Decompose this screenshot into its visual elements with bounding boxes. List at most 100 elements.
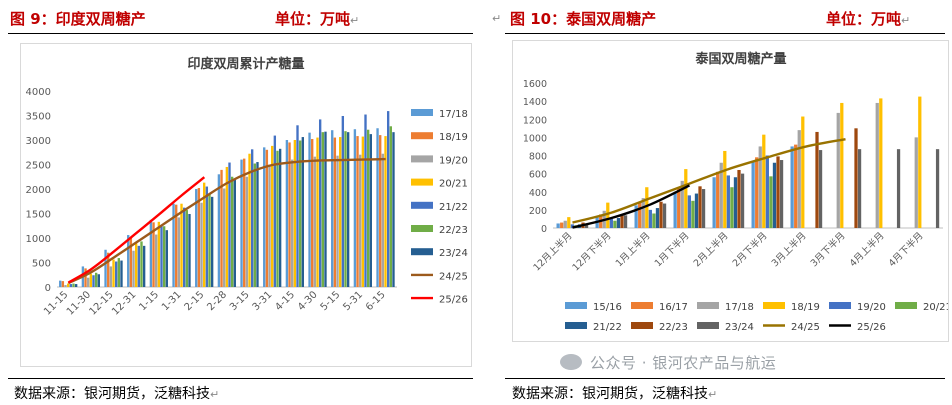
legend-swatch (411, 178, 433, 186)
bar-17-18 (797, 130, 801, 228)
bar-15-16 (790, 146, 794, 228)
y-tick-label: 800 (529, 152, 547, 163)
bar-17-18 (308, 132, 311, 287)
x-tick-label: 4-30 (296, 289, 320, 313)
x-tick-label: 5-15 (319, 289, 343, 313)
right-title-rule (505, 33, 945, 34)
bar-19-20 (177, 217, 181, 287)
bar-17-18 (217, 174, 221, 287)
bar-18-19 (379, 135, 382, 287)
legend-swatch (565, 322, 587, 329)
x-tick-label: 3月上半月 (769, 230, 809, 270)
legend-label: 20/21 (439, 179, 468, 190)
bar-15-16 (751, 161, 755, 228)
bar-23-24 (301, 137, 304, 287)
bar-20-21 (225, 166, 229, 287)
bar-16-17 (638, 201, 642, 228)
bar-18-19 (567, 217, 571, 228)
bar-23-24 (662, 203, 667, 228)
bar-20-21 (293, 140, 297, 287)
y-tick-label: 1000 (26, 234, 51, 245)
legend-label: 16/17 (659, 302, 688, 313)
bar-21-22 (205, 186, 209, 287)
y-tick-label: 1500 (26, 210, 51, 221)
bar-23-24 (896, 149, 901, 228)
bar-21-22 (772, 162, 777, 228)
y-tick-label: 400 (529, 188, 547, 199)
right-watermark: 公众号 · 银河农产品与航运 (560, 352, 776, 373)
bar-21-22 (318, 119, 322, 287)
bar-20-21 (180, 203, 183, 287)
legend-label: 20/21 (923, 302, 948, 313)
bar-17-18 (59, 280, 62, 287)
bar-18-19 (356, 136, 359, 287)
bar-17-18 (914, 137, 918, 228)
bar-22-23 (344, 131, 347, 287)
x-tick-label: 1月上半月 (613, 230, 653, 270)
legend-label: 21/22 (593, 322, 622, 333)
bar-22-23 (185, 210, 189, 287)
bar-23-24 (74, 284, 78, 287)
bar-15-16 (712, 177, 716, 228)
legend-swatch (411, 155, 433, 163)
legend-label: 25/26 (439, 295, 468, 306)
bar-23-24 (120, 260, 123, 287)
legend-label: 18/19 (439, 132, 468, 143)
x-tick-label: 1月下半月 (652, 230, 692, 270)
bar-23-24 (818, 150, 823, 228)
bar-20-21 (652, 213, 656, 228)
bar-18-19 (220, 169, 223, 287)
bar-22-23 (620, 214, 624, 228)
x-tick-label: 11-30 (65, 289, 93, 317)
left-chart-panel: 印度双周累计产糖量 0 500 1000 1500 2000 2500 3000 3500 40… (20, 43, 472, 367)
bar-22-23 (854, 128, 858, 228)
bar-17-18 (285, 140, 289, 287)
bar-23-24 (165, 230, 168, 287)
bar-20-21 (89, 273, 93, 287)
bar-20-21 (730, 187, 734, 228)
bar-19-20 (87, 277, 90, 287)
bar-17-18 (104, 249, 107, 287)
legend-label: 19/20 (439, 155, 468, 166)
bar-20-21 (613, 220, 617, 228)
bar-23-24 (233, 179, 236, 287)
bar-23-24 (392, 132, 395, 287)
bar-22-23 (366, 129, 370, 287)
x-tick-label: 4月上半月 (847, 230, 887, 270)
bar-23-24 (142, 245, 146, 287)
bar-16-17 (755, 157, 759, 228)
right-chart-title: 泰国双周糖产量 (694, 51, 786, 67)
bar-21-22 (160, 226, 163, 287)
bar-18-19 (918, 96, 922, 228)
left-chart: 印度双周累计产糖量 0 500 1000 1500 2000 2500 3000 3500 40… (26, 56, 468, 318)
legend-label: 21/22 (439, 202, 468, 213)
bar-18-19 (265, 149, 269, 287)
bar-18-19 (645, 187, 649, 228)
bar-23-24 (701, 189, 706, 228)
bar-18-19 (840, 102, 844, 228)
bar-22-23 (776, 156, 780, 228)
bar-22-23 (208, 193, 211, 287)
x-tick-label: 1-15 (137, 289, 161, 313)
bar-20-21 (769, 176, 773, 228)
bar-22-23 (230, 176, 234, 287)
bar-20-21 (157, 221, 161, 287)
left-chart-title: 印度双周累计产糖量 (187, 56, 304, 72)
bar-17-18 (353, 129, 357, 287)
wechat-icon (560, 354, 582, 370)
legend-swatch (411, 201, 433, 209)
y-tick-label: 600 (529, 170, 547, 181)
bar-20-21 (248, 153, 251, 287)
right-unit-label: 单位：万吨↵ (826, 10, 911, 28)
y-tick-label: 1400 (523, 97, 547, 108)
bar-15-16 (673, 191, 677, 228)
x-tick-label: 6-15 (364, 289, 388, 313)
bar-19-20 (155, 234, 158, 287)
bar-17-18 (758, 146, 762, 228)
bar-23-24 (935, 149, 940, 228)
bar-21-22 (69, 284, 73, 287)
bar-16-17 (716, 171, 720, 228)
bar-20-21 (271, 145, 274, 287)
bar-21-22 (655, 208, 660, 228)
x-tick-label: 3月下半月 (808, 230, 848, 270)
